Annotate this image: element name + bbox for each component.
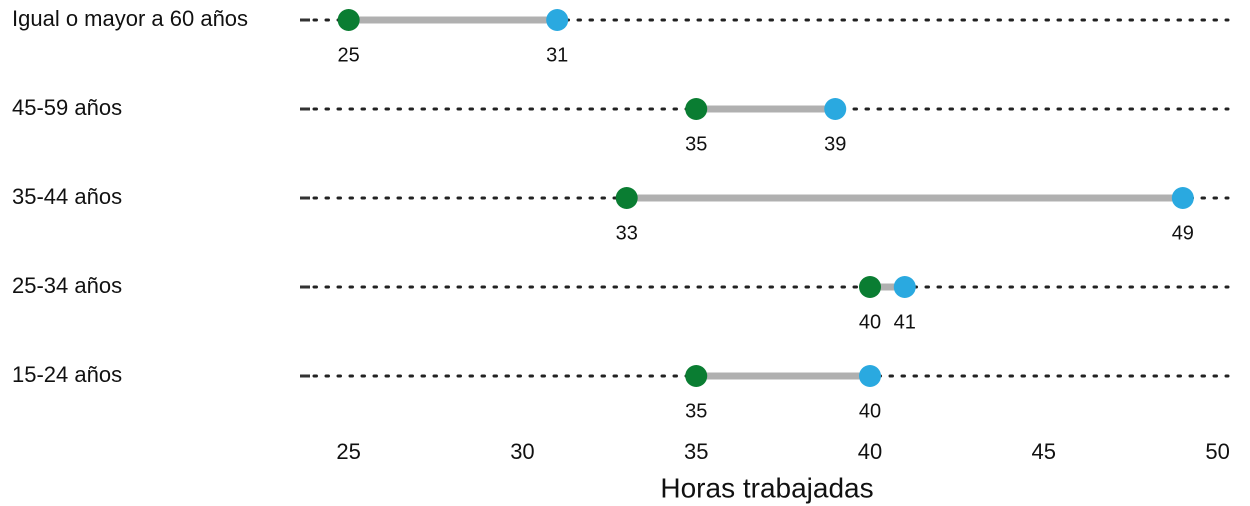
data-label: 40 bbox=[859, 311, 881, 333]
x-tick-label: 45 bbox=[1032, 439, 1056, 464]
x-tick-label: 25 bbox=[336, 439, 360, 464]
y-tick-label: 15-24 años bbox=[12, 362, 122, 387]
data-label: 35 bbox=[685, 133, 707, 155]
data-label: 25 bbox=[338, 44, 360, 66]
point bbox=[859, 276, 882, 298]
x-tick-label: 40 bbox=[858, 439, 882, 464]
data-label: 31 bbox=[546, 44, 568, 66]
point bbox=[685, 365, 708, 387]
data-label: 39 bbox=[824, 133, 846, 155]
point bbox=[1171, 187, 1194, 209]
x-tick-label: 30 bbox=[510, 439, 534, 464]
y-tick-label: Igual o mayor a 60 años bbox=[12, 6, 248, 31]
point bbox=[546, 9, 569, 31]
x-tick-label: 35 bbox=[684, 439, 708, 464]
data-label: 41 bbox=[894, 311, 916, 333]
point bbox=[615, 187, 638, 209]
point bbox=[859, 365, 882, 387]
data-label: 49 bbox=[1172, 222, 1194, 244]
y-tick-label: 35-44 años bbox=[12, 184, 122, 209]
point bbox=[337, 9, 360, 31]
data-label: 33 bbox=[616, 222, 638, 244]
x-tick-label: 50 bbox=[1205, 439, 1229, 464]
x-axis-title: Horas trabajadas bbox=[660, 472, 873, 503]
point bbox=[893, 276, 916, 298]
point bbox=[824, 98, 847, 120]
data-label: 40 bbox=[859, 400, 881, 422]
point bbox=[685, 98, 708, 120]
data-label: 35 bbox=[685, 400, 707, 422]
y-tick-label: 25-34 años bbox=[12, 273, 122, 298]
y-tick-label: 45-59 años bbox=[12, 95, 122, 120]
